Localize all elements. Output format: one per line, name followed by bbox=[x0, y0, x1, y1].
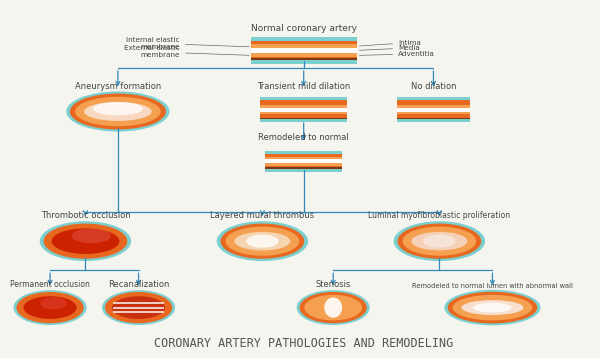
Ellipse shape bbox=[40, 297, 67, 309]
Text: Permanent occlusion: Permanent occlusion bbox=[10, 280, 90, 289]
Bar bbox=[251, 37, 357, 64]
Bar bbox=[113, 302, 164, 304]
Bar bbox=[397, 101, 470, 119]
Text: Recanalization: Recanalization bbox=[108, 280, 169, 289]
Bar bbox=[113, 306, 164, 309]
Text: Adventitia: Adventitia bbox=[359, 51, 435, 57]
Ellipse shape bbox=[105, 292, 172, 323]
Ellipse shape bbox=[93, 102, 143, 115]
Ellipse shape bbox=[44, 224, 127, 259]
Ellipse shape bbox=[304, 295, 362, 320]
Bar bbox=[397, 117, 470, 119]
Bar bbox=[260, 117, 347, 119]
Ellipse shape bbox=[226, 227, 299, 256]
Text: External elastic
membrane: External elastic membrane bbox=[124, 45, 249, 58]
Ellipse shape bbox=[221, 224, 304, 259]
Ellipse shape bbox=[394, 221, 485, 261]
Text: Media: Media bbox=[359, 45, 420, 51]
Ellipse shape bbox=[217, 221, 308, 261]
Text: Layered mural thrombus: Layered mural thrombus bbox=[211, 211, 314, 220]
Ellipse shape bbox=[403, 227, 476, 256]
Bar bbox=[251, 48, 357, 53]
Bar bbox=[265, 154, 342, 169]
Ellipse shape bbox=[452, 295, 532, 320]
Bar bbox=[397, 97, 470, 122]
Bar bbox=[260, 112, 347, 114]
Bar bbox=[397, 105, 470, 108]
Text: Aneurysm formation: Aneurysm formation bbox=[75, 82, 161, 91]
Ellipse shape bbox=[71, 228, 111, 243]
Bar bbox=[397, 108, 470, 112]
Bar bbox=[251, 53, 357, 57]
Ellipse shape bbox=[296, 290, 370, 325]
Bar bbox=[265, 156, 342, 160]
Ellipse shape bbox=[299, 292, 367, 323]
Text: Remodeled to normal: Remodeled to normal bbox=[259, 133, 349, 142]
Ellipse shape bbox=[246, 234, 278, 248]
Ellipse shape bbox=[75, 97, 161, 126]
Ellipse shape bbox=[102, 290, 175, 325]
Ellipse shape bbox=[412, 232, 467, 250]
Text: Internal elastic
membrane: Internal elastic membrane bbox=[127, 37, 249, 50]
Bar bbox=[260, 101, 347, 119]
Bar bbox=[397, 112, 470, 114]
Text: Intima: Intima bbox=[359, 40, 421, 46]
Ellipse shape bbox=[16, 292, 83, 323]
Text: Remodeled to normal lumen with abnormal wall: Remodeled to normal lumen with abnormal … bbox=[412, 283, 573, 289]
Bar bbox=[265, 151, 342, 172]
Bar bbox=[251, 58, 357, 60]
Ellipse shape bbox=[235, 232, 290, 250]
Bar bbox=[265, 167, 342, 169]
Text: Stenosis: Stenosis bbox=[316, 280, 351, 289]
Ellipse shape bbox=[448, 292, 537, 323]
Ellipse shape bbox=[40, 221, 131, 261]
Bar bbox=[260, 105, 347, 108]
Bar bbox=[113, 311, 164, 313]
Text: No dilation: No dilation bbox=[411, 82, 456, 91]
Bar bbox=[260, 97, 347, 122]
Text: Luminal myofibroblastic proliferation: Luminal myofibroblastic proliferation bbox=[368, 211, 511, 220]
Text: Normal coronary artery: Normal coronary artery bbox=[251, 24, 356, 33]
Ellipse shape bbox=[66, 91, 170, 132]
Text: Transient mild dilation: Transient mild dilation bbox=[257, 82, 350, 91]
Bar bbox=[265, 159, 342, 163]
Bar bbox=[251, 41, 357, 60]
Ellipse shape bbox=[23, 296, 77, 319]
Text: Thrombotic occlusion: Thrombotic occlusion bbox=[41, 211, 130, 220]
Ellipse shape bbox=[112, 296, 165, 319]
Ellipse shape bbox=[461, 300, 523, 315]
Ellipse shape bbox=[397, 224, 481, 259]
Ellipse shape bbox=[445, 290, 541, 325]
Ellipse shape bbox=[52, 228, 119, 254]
Bar bbox=[251, 44, 357, 49]
Ellipse shape bbox=[473, 303, 512, 313]
Ellipse shape bbox=[324, 297, 342, 318]
Bar bbox=[260, 108, 347, 112]
Ellipse shape bbox=[423, 234, 455, 248]
Text: CORONARY ARTERY PATHOLOGIES AND REMODELING: CORONARY ARTERY PATHOLOGIES AND REMODELI… bbox=[154, 337, 454, 350]
Ellipse shape bbox=[70, 93, 166, 130]
Ellipse shape bbox=[84, 102, 152, 121]
Bar bbox=[265, 163, 342, 166]
Ellipse shape bbox=[13, 290, 86, 325]
